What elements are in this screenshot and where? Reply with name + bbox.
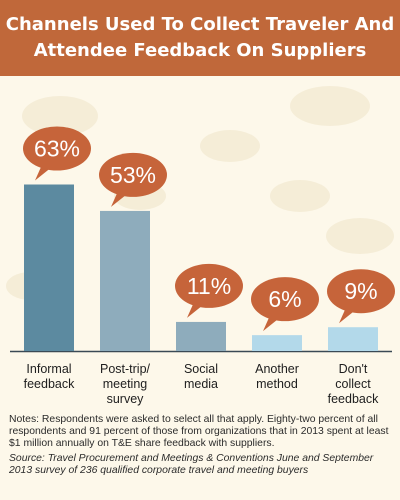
value-bubble	[175, 263, 243, 308]
category-label: Post-trip/	[100, 362, 151, 376]
background-bubble	[290, 86, 370, 126]
value-label: 6%	[268, 286, 301, 312]
category-label: method	[256, 377, 298, 391]
category-label: feedback	[328, 392, 379, 406]
notes-section: Notes: Respondents were asked to select …	[9, 414, 393, 480]
value-bubble	[251, 277, 319, 322]
chart-title: Channels Used To Collect Traveler And At…	[5, 14, 395, 61]
value-label: 11%	[187, 273, 231, 299]
bar-4	[328, 327, 378, 351]
category-label: Informal	[26, 362, 71, 376]
value-bubble	[327, 269, 395, 314]
notes-text: Notes: Respondents were asked to select …	[9, 414, 389, 449]
value-label: 63%	[34, 136, 80, 162]
bar-0	[24, 184, 74, 351]
bar-3	[252, 335, 302, 351]
category-label: Don't	[339, 362, 368, 376]
bar-1	[100, 210, 150, 351]
category-label: collect	[335, 377, 371, 391]
header-banner: Channels Used To Collect Traveler And At…	[0, 0, 400, 76]
bar-chart: 63%Informalfeedback53%Post-trip/meetings…	[6, 86, 395, 406]
bar-2	[176, 321, 226, 351]
value-bubble	[99, 152, 167, 197]
category-label: feedback	[24, 377, 75, 391]
background-bubble	[22, 96, 98, 136]
value-label: 53%	[110, 162, 156, 188]
source-text: Source: Travel Procurement and Meetings …	[9, 453, 374, 476]
category-label: Another	[255, 362, 299, 376]
category-label: media	[184, 377, 218, 391]
category-label: meeting	[103, 377, 148, 391]
background-bubble	[270, 180, 330, 212]
background-bubble	[200, 130, 260, 162]
category-label: Social	[184, 362, 218, 376]
value-label: 9%	[344, 278, 377, 304]
value-bubble	[23, 126, 91, 171]
category-label: survey	[107, 392, 145, 406]
background-bubble	[326, 218, 394, 254]
